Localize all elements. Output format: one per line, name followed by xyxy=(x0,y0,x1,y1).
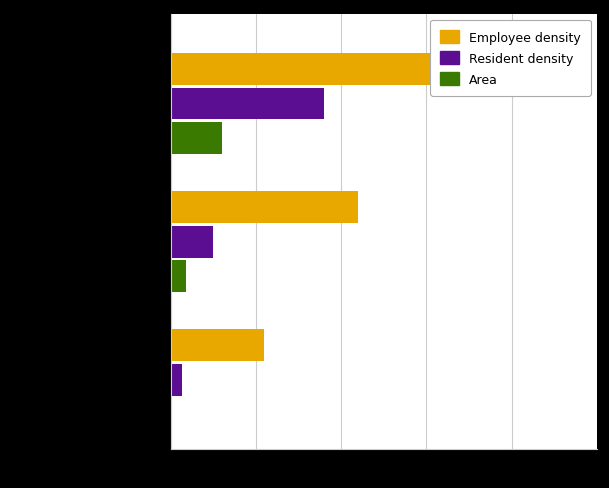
Bar xyxy=(171,399,172,430)
Bar xyxy=(171,192,358,224)
Bar xyxy=(171,226,213,258)
Bar xyxy=(171,54,554,86)
Legend: Employee density, Resident density, Area: Employee density, Resident density, Area xyxy=(430,21,591,97)
Bar xyxy=(171,364,181,396)
Bar xyxy=(171,330,264,362)
Bar xyxy=(171,261,186,292)
Bar xyxy=(171,88,324,120)
Bar xyxy=(171,123,222,155)
